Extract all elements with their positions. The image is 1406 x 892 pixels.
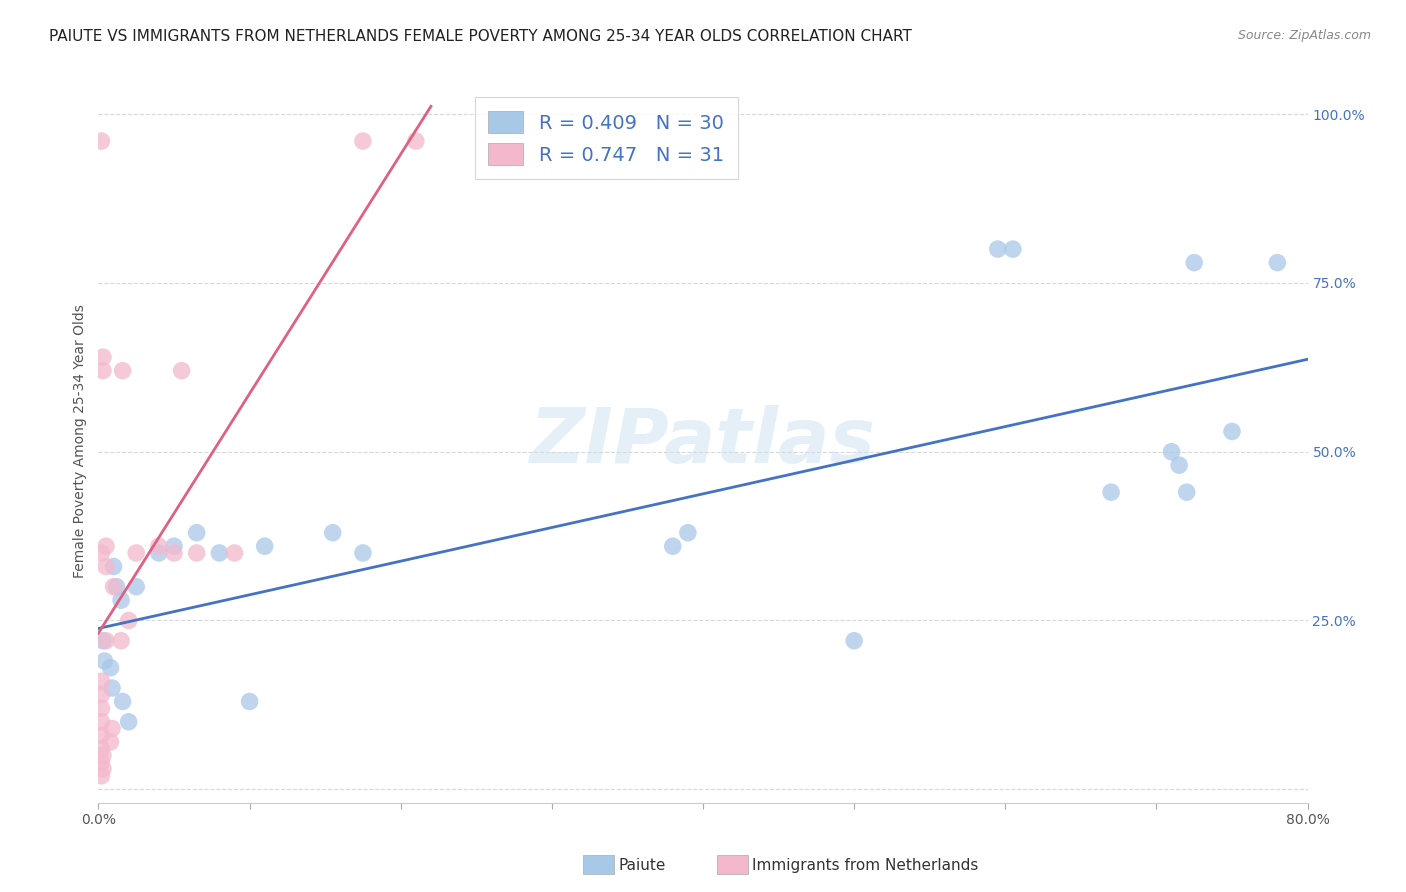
Point [103,559,125,574]
Point [100,735,122,749]
Point [352,134,374,148]
Point [125,546,148,560]
Point [186,546,208,560]
Point [352,546,374,560]
Point [90,714,112,729]
Point [90,741,112,756]
Point [170,364,193,378]
Point [208,546,231,560]
Point [148,539,170,553]
Y-axis label: Female Poverty Among 25-34 Year Olds: Female Poverty Among 25-34 Year Olds [73,304,87,579]
Point [118,614,141,628]
Point [93,654,115,668]
Point [91,350,114,364]
Point [118,714,141,729]
Point [163,546,186,560]
Point [322,525,344,540]
Point [90,674,112,689]
Text: Paiute: Paiute [619,858,666,872]
Point [661,539,683,553]
Point [405,134,427,148]
Point [239,694,262,708]
Point [90,728,112,742]
Point [111,364,134,378]
Point [110,633,132,648]
Point [844,633,866,648]
Point [91,762,114,776]
Point [1099,485,1122,500]
Point [90,756,112,770]
Point [90,701,112,715]
Point [90,546,112,560]
Point [1267,255,1289,269]
Text: ZIPatlas: ZIPatlas [530,405,876,478]
Point [94,633,117,648]
Point [103,580,125,594]
Point [111,694,134,708]
Point [90,688,112,702]
Point [101,681,124,695]
Point [1175,485,1198,500]
Point [1182,255,1205,269]
Legend: R = 0.409   N = 30, R = 0.747   N = 31: R = 0.409 N = 30, R = 0.747 N = 31 [475,97,738,179]
Point [105,580,128,594]
Point [163,539,186,553]
Point [253,539,276,553]
Point [91,364,114,378]
Point [91,748,114,763]
Point [125,580,148,594]
Point [1160,444,1182,458]
Point [94,559,117,574]
Point [110,593,132,607]
Point [91,633,114,648]
Point [186,525,208,540]
Point [101,722,124,736]
Point [100,661,122,675]
Point [1001,242,1024,256]
Point [94,539,117,553]
Point [224,546,246,560]
Text: Immigrants from Netherlands: Immigrants from Netherlands [752,858,979,872]
Text: Source: ZipAtlas.com: Source: ZipAtlas.com [1237,29,1371,42]
Point [148,546,170,560]
Text: PAIUTE VS IMMIGRANTS FROM NETHERLANDS FEMALE POVERTY AMONG 25-34 YEAR OLDS CORRE: PAIUTE VS IMMIGRANTS FROM NETHERLANDS FE… [49,29,912,44]
Point [1168,458,1191,472]
Point [90,134,112,148]
Point [90,769,112,783]
Point [1220,425,1243,439]
Point [676,525,699,540]
Point [987,242,1010,256]
